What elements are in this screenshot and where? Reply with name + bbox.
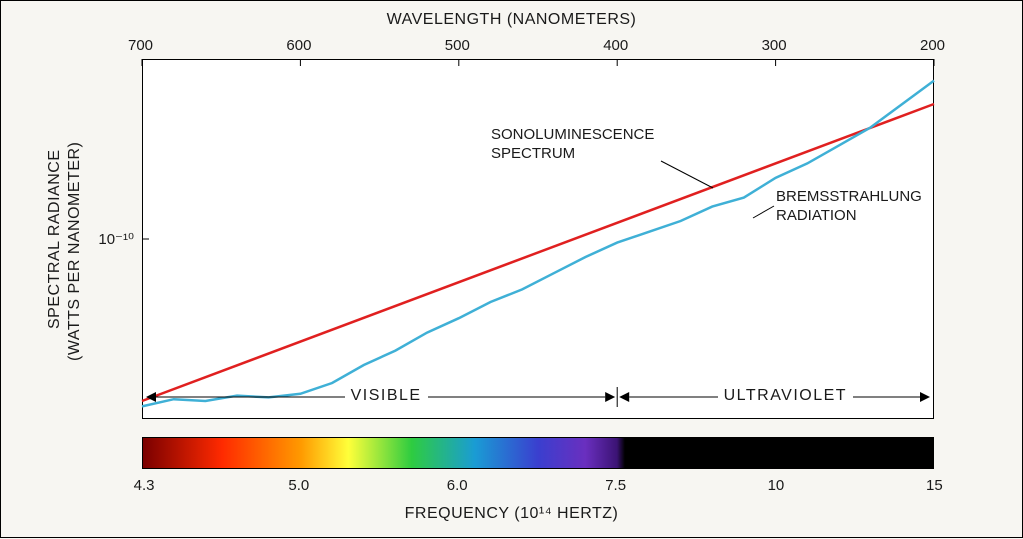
top-tick-label: 400 xyxy=(603,37,628,54)
chart-frame: WAVELENGTH (NANOMETERS) SPECTRAL RADIANC… xyxy=(0,0,1023,538)
bottom-tick-label: 15 xyxy=(926,477,943,494)
bottom-tick-label: 7.5 xyxy=(605,477,626,494)
uv-region-label: ULTRAVIOLET xyxy=(718,387,853,405)
bottom-tick-label: 4.3 xyxy=(134,477,155,494)
top-tick-label: 700 xyxy=(128,37,153,54)
bottom-tick-label: 10 xyxy=(768,477,785,494)
sono-annotation-line1: SONOLUMINESCENCE xyxy=(491,126,654,143)
bottom-tick-label: 5.0 xyxy=(288,477,309,494)
visible-region-label: VISIBLE xyxy=(345,387,428,405)
y-tick-label: 10⁻¹⁰ xyxy=(98,230,134,248)
spectrum-strip xyxy=(142,437,934,469)
sono-annotation-line2: SPECTRUM xyxy=(491,145,575,162)
plot-area xyxy=(142,59,934,419)
brems-annotation: BREMSSTRAHLUNG RADIATION xyxy=(776,188,922,226)
y-axis-title-2: (WATTS PER NANOMETER) xyxy=(66,142,84,361)
top-axis-title: WAVELENGTH (NANOMETERS) xyxy=(387,11,637,29)
bottom-tick-label: 6.0 xyxy=(447,477,468,494)
y-axis-title-1: SPECTRAL RADIANCE xyxy=(46,150,64,330)
top-tick-label: 200 xyxy=(920,37,945,54)
brems-annotation-line1: BREMSSTRAHLUNG xyxy=(776,188,922,205)
sono-annotation: SONOLUMINESCENCE SPECTRUM xyxy=(491,126,654,164)
top-tick-label: 600 xyxy=(286,37,311,54)
brems-annotation-line2: RADIATION xyxy=(776,207,857,224)
bottom-axis-title: FREQUENCY (10¹⁴ HERTZ) xyxy=(405,505,619,523)
top-tick-label: 300 xyxy=(762,37,787,54)
top-tick-label: 500 xyxy=(445,37,470,54)
